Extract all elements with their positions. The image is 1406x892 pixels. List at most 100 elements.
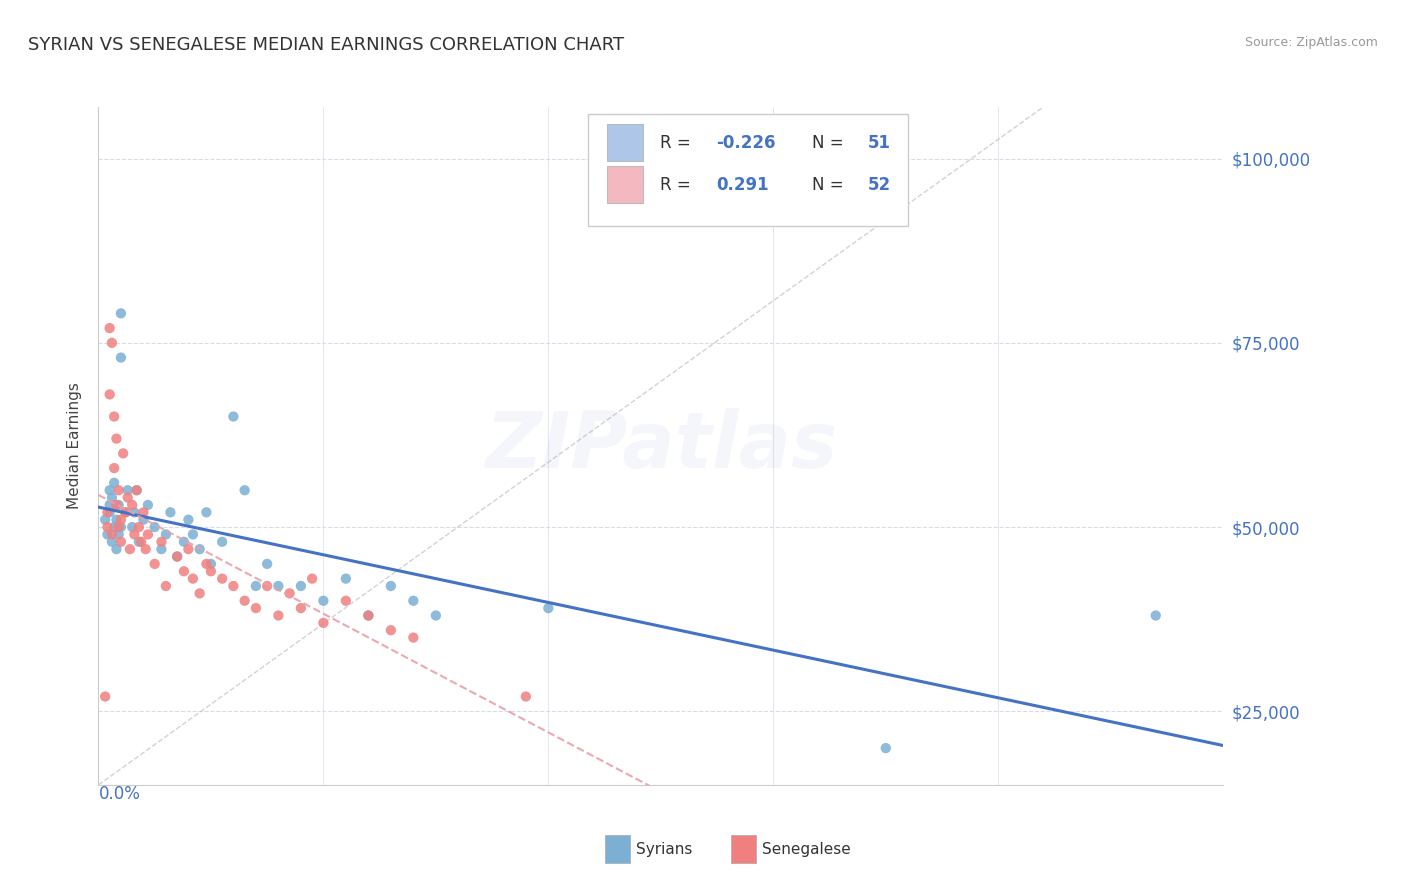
Point (101, 534, 124, 549)
Point (290, 601, 312, 615)
Point (121, 520, 143, 534)
Point (105, 498, 128, 512)
Point (335, 572, 357, 586)
Point (200, 564, 222, 578)
Point (173, 564, 195, 578)
Point (107, 498, 129, 512)
Point (200, 557, 222, 571)
Point (195, 557, 218, 571)
Point (110, 351, 132, 365)
Text: R =: R = (659, 176, 696, 194)
Point (98, 387, 121, 401)
Point (222, 409, 245, 424)
Point (1144, 608, 1167, 623)
Point (245, 579, 267, 593)
Point (107, 520, 129, 534)
Point (103, 520, 125, 534)
Point (278, 586, 301, 600)
Point (211, 534, 233, 549)
Text: ZIPatlas: ZIPatlas (485, 408, 837, 484)
Point (181, 572, 204, 586)
Point (94, 513, 117, 527)
Point (132, 513, 155, 527)
Point (107, 483, 129, 498)
Point (290, 579, 312, 593)
Point (166, 549, 188, 564)
Point (118, 542, 141, 557)
Point (96, 505, 118, 519)
Point (256, 557, 278, 571)
Point (222, 579, 245, 593)
Point (135, 542, 157, 557)
Point (125, 483, 148, 498)
Point (125, 483, 148, 498)
Point (233, 483, 256, 498)
Point (380, 624, 402, 638)
Point (211, 572, 233, 586)
Point (110, 520, 132, 534)
Point (98, 321, 121, 335)
Point (195, 505, 218, 519)
Point (150, 534, 173, 549)
Point (105, 513, 128, 527)
Point (357, 608, 380, 623)
Point (188, 586, 211, 600)
Point (124, 505, 146, 519)
Point (101, 335, 124, 350)
Point (103, 409, 125, 424)
Point (101, 491, 124, 505)
Point (177, 513, 200, 527)
Point (256, 579, 278, 593)
Point (114, 505, 136, 519)
Point (117, 491, 139, 505)
Point (114, 505, 136, 519)
Text: SYRIAN VS SENEGALESE MEDIAN EARNINGS CORRELATION CHART: SYRIAN VS SENEGALESE MEDIAN EARNINGS COR… (28, 36, 624, 54)
Point (121, 498, 143, 512)
Text: -0.226: -0.226 (716, 134, 776, 152)
Point (181, 527, 204, 541)
Point (402, 631, 425, 645)
Point (98, 498, 121, 512)
Point (188, 542, 211, 557)
Point (335, 593, 357, 607)
Point (150, 542, 173, 557)
FancyBboxPatch shape (588, 114, 908, 226)
Point (136, 527, 159, 541)
Point (301, 572, 323, 586)
Point (105, 542, 128, 557)
Point (177, 542, 200, 557)
Point (105, 432, 128, 446)
Point (110, 306, 132, 320)
Text: R =: R = (659, 134, 696, 152)
Point (128, 520, 150, 534)
Point (155, 527, 177, 541)
Point (357, 608, 380, 623)
Text: 0.291: 0.291 (716, 176, 769, 194)
Point (515, 690, 537, 704)
Point (110, 513, 132, 527)
Text: 0.0%: 0.0% (98, 785, 141, 803)
Point (103, 461, 125, 475)
FancyBboxPatch shape (607, 166, 643, 203)
Point (110, 534, 132, 549)
Point (129, 534, 152, 549)
Point (312, 615, 335, 630)
Point (380, 579, 402, 593)
Point (143, 557, 166, 571)
Point (98, 505, 121, 519)
Y-axis label: Median Earnings: Median Earnings (67, 383, 83, 509)
FancyBboxPatch shape (607, 124, 643, 161)
Point (96, 527, 118, 541)
Point (96, 520, 118, 534)
Text: Source: ZipAtlas.com: Source: ZipAtlas.com (1244, 36, 1378, 49)
Text: 51: 51 (868, 134, 891, 152)
Point (312, 593, 335, 607)
Point (103, 475, 125, 490)
Point (101, 527, 124, 541)
Point (128, 534, 150, 549)
Point (94, 690, 117, 704)
Point (98, 483, 121, 498)
Point (875, 741, 897, 756)
Point (132, 505, 155, 519)
Point (173, 534, 195, 549)
